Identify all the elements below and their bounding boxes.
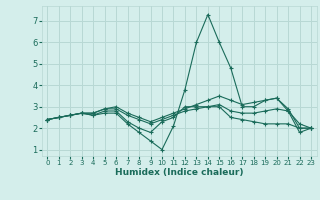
X-axis label: Humidex (Indice chaleur): Humidex (Indice chaleur) xyxy=(115,168,244,177)
